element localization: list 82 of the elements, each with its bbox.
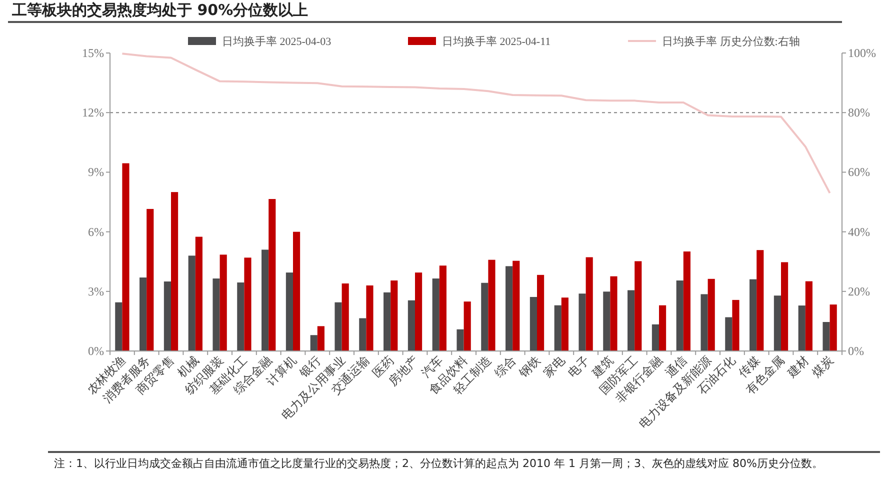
y2-tick-label: 60%: [848, 165, 870, 180]
bar: [774, 296, 781, 351]
bar: [244, 258, 252, 351]
bar: [286, 272, 293, 351]
bar: [805, 281, 812, 351]
bar: [390, 280, 398, 351]
bar: [512, 260, 520, 351]
bar: [610, 276, 618, 351]
bar: [317, 326, 324, 351]
y-tick-label: 12%: [82, 106, 104, 120]
bar: [481, 282, 488, 351]
chart-title: 工等板块的交易热度均处于 90%分位数以上: [8, 0, 842, 23]
bar: [578, 294, 586, 351]
bar: [464, 302, 471, 351]
bar: [334, 302, 342, 351]
bar: [171, 192, 178, 351]
bar: [676, 280, 684, 351]
bar: [732, 300, 740, 351]
bar: [220, 254, 227, 351]
bar: [708, 278, 715, 351]
legend-label: 日均换手率 历史分位数:右轴: [662, 35, 800, 48]
bar: [237, 282, 244, 351]
text: 注：1、以行业日均成交金额占自由流通市值之比度量行业的交易热度；2、分位数计算的起点为 2010 年 1 月第一周；3、灰色的虚线对应 80%历史分位数。: [54, 456, 824, 472]
bar: [415, 272, 422, 351]
bar: [262, 250, 269, 351]
bar: [603, 292, 610, 351]
bar: [830, 304, 837, 351]
bar: [561, 298, 568, 351]
bar: [359, 318, 366, 351]
bar: [310, 335, 318, 351]
bar: [195, 236, 202, 351]
bar: [822, 322, 830, 351]
line-series: [121, 52, 831, 194]
bar: [628, 290, 635, 351]
bar: [146, 208, 154, 351]
bar: [659, 305, 666, 351]
bar: [384, 292, 391, 351]
bar: [432, 278, 440, 351]
y-tick-label: 6%: [88, 224, 104, 239]
bar: [456, 329, 464, 351]
bar: [293, 232, 300, 351]
bar: [122, 163, 130, 351]
bar: [268, 199, 276, 351]
bar: [537, 274, 544, 351]
y2-tick-label: 40%: [848, 224, 870, 239]
bar: [140, 277, 147, 351]
legend-label: 日均换手率 2025-04-11: [442, 35, 551, 48]
bar: [366, 285, 374, 351]
bar: [634, 261, 642, 351]
y-tick-label: 9%: [88, 165, 104, 180]
bar: [750, 279, 757, 351]
bar: [164, 281, 171, 351]
legend-label: 日均换手率 2025-04-03: [222, 35, 332, 48]
bar: [488, 260, 496, 351]
bar: [652, 324, 659, 351]
y-tick-label: 3%: [88, 284, 104, 298]
bar: [725, 317, 732, 351]
x-tick-label: 家电: [540, 353, 568, 380]
bar: [342, 283, 349, 351]
bar: [781, 262, 788, 351]
x-tick-label: 建材: [784, 353, 812, 381]
bar: [586, 257, 593, 351]
x-tick-label: 煤炭: [809, 353, 836, 380]
bar: [188, 256, 196, 351]
bar: [408, 300, 415, 351]
y-tick-label: 0%: [88, 344, 104, 358]
bar: [439, 266, 446, 351]
bar: [700, 294, 708, 351]
y2-tick-label: 100%: [848, 46, 876, 60]
y2-tick-label: 80%: [848, 106, 870, 120]
bar: [530, 296, 537, 351]
x-tick-label: 电子: [565, 353, 592, 380]
bar: [212, 278, 220, 351]
bar: [115, 302, 122, 351]
bar: [756, 250, 764, 351]
bar: [683, 251, 690, 351]
y-tick-label: 15%: [82, 46, 104, 60]
bar: [554, 305, 562, 351]
bar: [506, 266, 513, 351]
y2-tick-label: 0%: [848, 344, 864, 358]
y2-tick-label: 20%: [848, 284, 870, 298]
bar: [798, 306, 806, 351]
